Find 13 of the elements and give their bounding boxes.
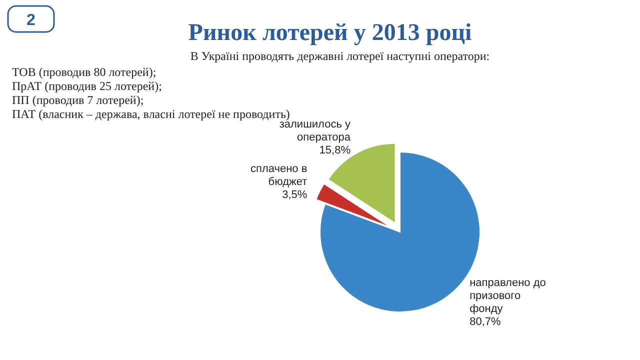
data-label: 80,7% (470, 316, 501, 328)
slice-label: направлено до призового фонду (470, 277, 546, 316)
text: 2 (26, 12, 36, 29)
text: ПАТ (власник – держава, власні лотереї не проводить) (12, 107, 290, 121)
data-label: 15,8% (319, 144, 351, 157)
text: ПП (проводив 7 лотерей); (12, 93, 144, 107)
text: ТОВ (проводив 80 лотерей); (12, 65, 156, 79)
chart-subtitle: В Україні проводять державні лотереї наступні оператори: (190, 49, 490, 63)
chart-title: Ринок лотерей у 2013 році (188, 20, 472, 46)
text: ПрАТ (проводив 25 лотерей); (12, 79, 162, 93)
slice-label: залишилось у оператора (279, 118, 352, 144)
data-label: 3,5% (282, 189, 308, 202)
slice-label: сплачено в бюджет (250, 163, 308, 188)
